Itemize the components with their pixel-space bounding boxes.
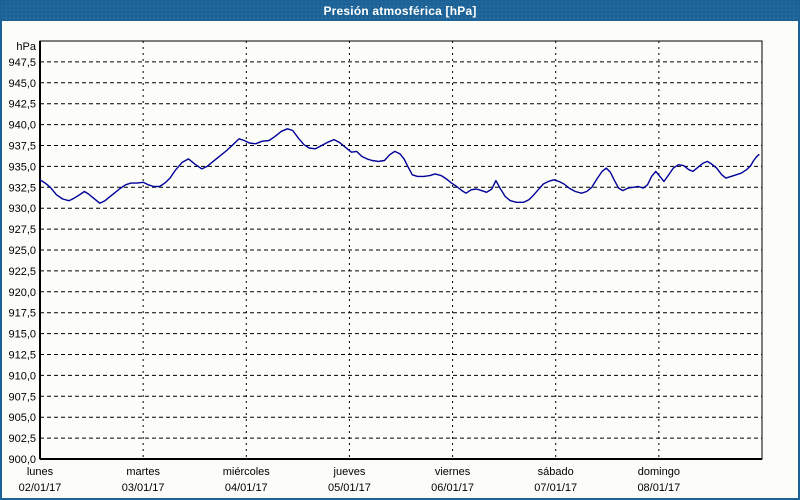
- y-tick-label: 945,0: [8, 78, 36, 90]
- pressure-series-line: [39, 128, 760, 204]
- x-tick-day-label: martes: [126, 466, 160, 478]
- x-tick-day-label: miércoles: [223, 466, 271, 478]
- chart-content: 947,5 945,0 942,5 940,0 937,5 935,0 932,5 930,0…: [2, 21, 798, 498]
- x-tick-day-label: viernes: [435, 466, 471, 478]
- y-tick-label: 932,5: [8, 182, 36, 194]
- y-tick-label: 917,5: [8, 308, 36, 320]
- y-tick-label: 927,5: [8, 224, 36, 236]
- y-axis-unit-label: hPa: [16, 41, 36, 53]
- x-tick-date-label: 04/01/17: [225, 482, 268, 494]
- y-tick-label: 910,0: [8, 370, 36, 382]
- x-tick-date-label: 08/01/17: [637, 482, 680, 494]
- x-tick-day-label: lunes: [27, 466, 54, 478]
- pressure-line-chart: 947,5 945,0 942,5 940,0 937,5 935,0 932,5 930,0…: [8, 40, 763, 494]
- y-tick-label: 915,0: [8, 329, 36, 341]
- y-tick-label: 942,5: [8, 99, 36, 111]
- x-tick-date-label: 02/01/17: [19, 482, 62, 494]
- x-tick-day-label: sábado: [538, 466, 574, 478]
- y-tick-label: 905,0: [8, 412, 36, 424]
- y-tick-label: 912,5: [8, 350, 36, 362]
- y-tick-label: 900,0: [8, 454, 36, 466]
- y-tick-label: 902,5: [8, 433, 36, 445]
- window-titlebar: Presión atmosférica [hPa]: [2, 2, 798, 21]
- y-tick-label: 907,5: [8, 391, 36, 403]
- x-tick-day-label: domingo: [638, 466, 680, 478]
- x-tick-day-label: jueves: [333, 466, 366, 478]
- y-tick-label: 925,0: [8, 245, 36, 257]
- y-tick-label: 937,5: [8, 141, 36, 153]
- x-tick-date-label: 06/01/17: [431, 482, 474, 494]
- y-tick-label: 940,0: [8, 120, 36, 132]
- y-tick-label: 922,5: [8, 266, 36, 278]
- y-tick-label: 920,0: [8, 287, 36, 299]
- window-title: Presión atmosférica [hPa]: [323, 3, 477, 18]
- y-tick-label: 947,5: [8, 57, 36, 69]
- y-tick-label: 935,0: [8, 161, 36, 173]
- x-tick-date-label: 03/01/17: [122, 482, 165, 494]
- x-tick-date-label: 07/01/17: [534, 482, 577, 494]
- x-tick-date-label: 05/01/17: [328, 482, 371, 494]
- y-tick-label: 930,0: [8, 203, 36, 215]
